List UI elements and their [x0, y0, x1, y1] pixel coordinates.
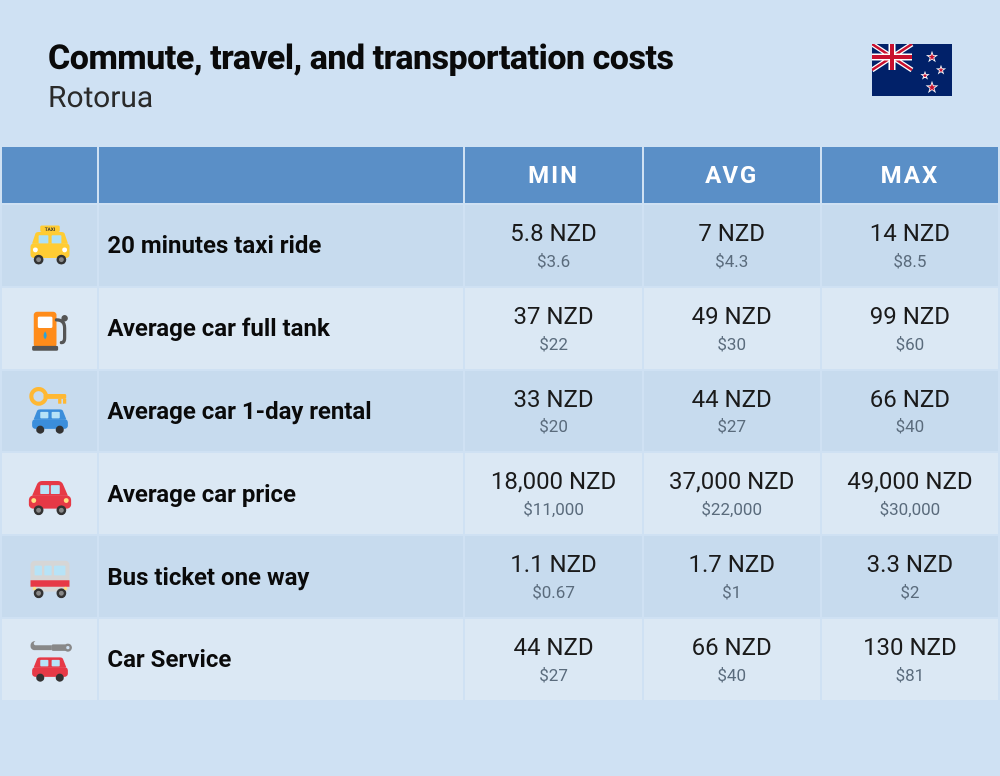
cell-max: 130 NZD $81 [822, 619, 998, 700]
max-primary: 14 NZD [834, 219, 986, 248]
max-secondary: $40 [834, 417, 986, 437]
table-row: 20 minutes taxi ride 5.8 NZD $3.6 7 NZD $4.3… [2, 205, 998, 286]
min-primary: 33 NZD [477, 385, 629, 414]
max-primary: 3.3 NZD [834, 550, 986, 579]
max-secondary: $30,000 [834, 500, 986, 520]
min-primary: 5.8 NZD [477, 219, 629, 248]
cell-max: 66 NZD $40 [822, 371, 998, 452]
avg-primary: 1.7 NZD [656, 550, 808, 579]
min-secondary: $3.6 [477, 252, 629, 272]
min-secondary: $0.67 [477, 583, 629, 603]
cell-min: 18,000 NZD $11,000 [465, 453, 641, 534]
avg-secondary: $30 [656, 335, 808, 355]
cell-max: 99 NZD $60 [822, 288, 998, 369]
avg-secondary: $1 [656, 583, 808, 603]
max-secondary: $8.5 [834, 252, 986, 272]
taxi-icon [2, 205, 97, 286]
bus-icon [2, 536, 97, 617]
page-title: Commute, travel, and transportation cost… [48, 38, 872, 78]
col-label [99, 147, 463, 203]
header: Commute, travel, and transportation cost… [0, 0, 1000, 145]
max-primary: 130 NZD [834, 633, 986, 662]
row-label: Average car 1-day rental [99, 371, 463, 452]
row-label: Average car price [99, 453, 463, 534]
table-row: Average car price 18,000 NZD $11,000 37,000… [2, 453, 998, 534]
header-text: Commute, travel, and transportation cost… [48, 38, 872, 115]
col-max: MAX [822, 147, 998, 203]
page-subtitle: Rotorua [48, 80, 872, 115]
table-row: Average car 1-day rental 33 NZD $20 44 NZD $… [2, 371, 998, 452]
cell-min: 44 NZD $27 [465, 619, 641, 700]
min-primary: 1.1 NZD [477, 550, 629, 579]
table-row: Average car full tank 37 NZD $22 49 NZD $30 9… [2, 288, 998, 369]
cell-max: 49,000 NZD $30,000 [822, 453, 998, 534]
cell-avg: 37,000 NZD $22,000 [644, 453, 820, 534]
cell-min: 37 NZD $22 [465, 288, 641, 369]
min-secondary: $27 [477, 666, 629, 686]
max-primary: 99 NZD [834, 302, 986, 331]
cell-min: 5.8 NZD $3.6 [465, 205, 641, 286]
max-secondary: $2 [834, 583, 986, 603]
car-service-icon [2, 619, 97, 700]
cell-max: 14 NZD $8.5 [822, 205, 998, 286]
avg-secondary: $40 [656, 666, 808, 686]
avg-primary: 66 NZD [656, 633, 808, 662]
min-secondary: $22 [477, 335, 629, 355]
avg-secondary: $4.3 [656, 252, 808, 272]
row-label: Bus ticket one way [99, 536, 463, 617]
cell-avg: 7 NZD $4.3 [644, 205, 820, 286]
min-secondary: $20 [477, 417, 629, 437]
col-min: MIN [465, 147, 641, 203]
cell-avg: 66 NZD $40 [644, 619, 820, 700]
fuel-pump-icon [2, 288, 97, 369]
car-key-icon [2, 371, 97, 452]
avg-primary: 7 NZD [656, 219, 808, 248]
cell-avg: 1.7 NZD $1 [644, 536, 820, 617]
max-secondary: $60 [834, 335, 986, 355]
table-row: Bus ticket one way 1.1 NZD $0.67 1.7 NZD $1 3… [2, 536, 998, 617]
max-primary: 66 NZD [834, 385, 986, 414]
min-primary: 37 NZD [477, 302, 629, 331]
row-label: Car Service [99, 619, 463, 700]
min-primary: 44 NZD [477, 633, 629, 662]
cell-avg: 44 NZD $27 [644, 371, 820, 452]
col-avg: AVG [644, 147, 820, 203]
avg-primary: 44 NZD [656, 385, 808, 414]
cell-max: 3.3 NZD $2 [822, 536, 998, 617]
table-row: Car Service 44 NZD $27 66 NZD $40 130 NZD $81 [2, 619, 998, 700]
cell-min: 33 NZD $20 [465, 371, 641, 452]
avg-secondary: $22,000 [656, 500, 808, 520]
avg-secondary: $27 [656, 417, 808, 437]
avg-primary: 49 NZD [656, 302, 808, 331]
cell-avg: 49 NZD $30 [644, 288, 820, 369]
max-secondary: $81 [834, 666, 986, 686]
col-icon [2, 147, 97, 203]
max-primary: 49,000 NZD [834, 467, 986, 496]
country-flag-icon [872, 44, 952, 96]
min-primary: 18,000 NZD [477, 467, 629, 496]
row-label: 20 minutes taxi ride [99, 205, 463, 286]
costs-table: MIN AVG MAX 20 minutes taxi ride 5.8 NZD $… [0, 145, 1000, 702]
avg-primary: 37,000 NZD [656, 467, 808, 496]
min-secondary: $11,000 [477, 500, 629, 520]
car-icon [2, 453, 97, 534]
row-label: Average car full tank [99, 288, 463, 369]
cell-min: 1.1 NZD $0.67 [465, 536, 641, 617]
